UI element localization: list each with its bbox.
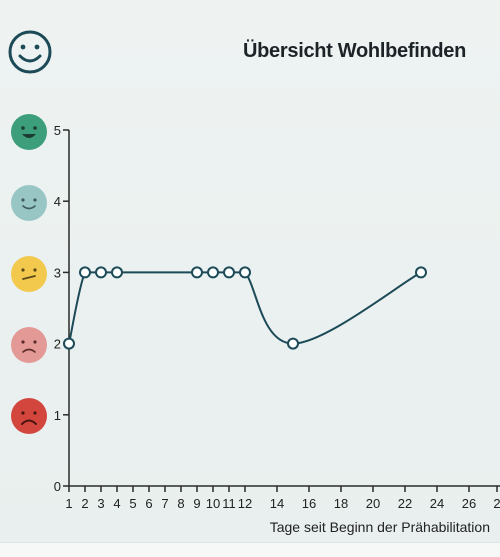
y-tick-label: 4 — [54, 194, 61, 209]
bottom-bar — [0, 542, 500, 557]
data-point[interactable] — [79, 266, 91, 279]
data-point[interactable] — [63, 337, 75, 350]
x-tick-label: 6 — [145, 496, 152, 511]
data-point[interactable] — [223, 266, 235, 279]
x-tick-label: 26 — [462, 496, 476, 511]
data-point[interactable] — [95, 266, 107, 279]
x-tick-label: 3 — [97, 496, 104, 511]
x-tick-label: 8 — [177, 496, 184, 511]
y-tick-label: 1 — [54, 408, 61, 423]
x-tick-label: 18 — [334, 496, 348, 511]
x-tick-label: 14 — [270, 496, 284, 511]
x-tick-label: 24 — [430, 496, 444, 511]
x-tick-label: 5 — [129, 496, 136, 511]
x-tick-label: 1 — [65, 496, 72, 511]
y-tick-label: 3 — [54, 265, 61, 280]
data-point[interactable] — [191, 266, 203, 279]
very-happy-face-icon — [11, 114, 47, 150]
x-tick-label: 12 — [238, 496, 252, 511]
happy-face-icon — [11, 185, 47, 221]
x-tick-label: 11 — [222, 496, 236, 511]
y-tick-label: 5 — [54, 123, 61, 138]
x-axis-title: Tage seit Beginn der Prähabilitation — [270, 519, 490, 535]
data-point[interactable] — [111, 266, 123, 279]
x-tick-label: 2 — [81, 496, 88, 511]
data-point[interactable] — [207, 266, 219, 279]
data-points — [63, 266, 427, 350]
x-axis-ticks: 1 2 3 4 5 6 7 8 9 10 11 12 14 16 18 20 22 24 26 2 — [65, 486, 500, 511]
data-point[interactable] — [287, 337, 299, 350]
y-axis-ticks: 0 1 2 3 4 5 — [54, 123, 69, 494]
x-tick-label: 16 — [302, 496, 316, 511]
data-point[interactable] — [239, 266, 251, 279]
x-tick-label: 10 — [206, 496, 220, 511]
smiley-face-icon[interactable] — [6, 28, 54, 76]
chart-axes — [68, 130, 500, 487]
wellbeing-series-line — [68, 271, 422, 345]
x-tick-label: 9 — [193, 496, 200, 511]
x-tick-label: 22 — [398, 496, 412, 511]
page-title: Übersicht Wohlbefinden — [243, 40, 467, 62]
x-tick-label: 7 — [161, 496, 168, 511]
neutral-face-icon — [11, 256, 47, 292]
x-tick-label: 20 — [366, 496, 380, 511]
x-tick-label: 2 — [493, 496, 500, 511]
y-tick-label: 0 — [54, 479, 61, 494]
data-point[interactable] — [415, 266, 427, 279]
very-sad-face-icon — [11, 398, 47, 434]
y-tick-label: 2 — [54, 337, 61, 352]
x-tick-label: 4 — [113, 496, 120, 511]
sad-face-icon — [11, 327, 47, 363]
